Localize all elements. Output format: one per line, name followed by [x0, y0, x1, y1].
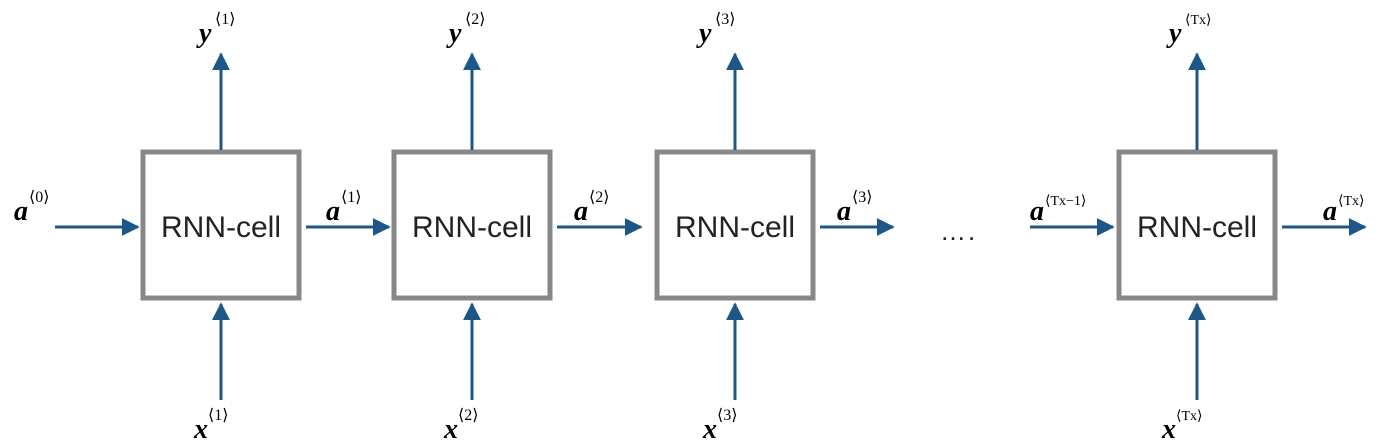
svg-text:y: y	[196, 18, 212, 49]
svg-text:a: a	[326, 196, 340, 227]
input-label-xTx: x ⟨Tx⟩	[1161, 409, 1202, 445]
rnn-cell-4: RNN-cell	[1116, 149, 1278, 301]
activation-label-aTx: a ⟨Tx⟩	[1323, 194, 1364, 227]
svg-text:⟨Tx−1⟩: ⟨Tx−1⟩	[1045, 194, 1086, 209]
svg-text:a: a	[574, 196, 588, 227]
svg-text:a: a	[1030, 196, 1044, 227]
activation-label-a1: a ⟨1⟩	[326, 189, 361, 227]
svg-text:⟨3⟩: ⟨3⟩	[852, 189, 872, 206]
input-label-x1: x ⟨1⟩	[193, 407, 228, 445]
output-label-y3: y ⟨3⟩	[696, 11, 735, 49]
output-label-y1: y ⟨1⟩	[196, 11, 235, 49]
activation-label-a2: a ⟨2⟩	[574, 189, 609, 227]
svg-text:a: a	[1323, 196, 1337, 227]
svg-text:⟨3⟩: ⟨3⟩	[715, 11, 735, 28]
rnn-cell-1: RNN-cell	[140, 149, 302, 301]
svg-text:y: y	[1166, 18, 1182, 49]
svg-text:⟨1⟩: ⟨1⟩	[208, 407, 228, 424]
svg-text:⟨1⟩: ⟨1⟩	[341, 189, 361, 206]
input-label-x3: x ⟨3⟩	[702, 407, 737, 445]
activation-label-aTx-1: a ⟨Tx−1⟩	[1030, 194, 1086, 227]
svg-text:x: x	[1161, 414, 1176, 445]
activation-label-a3: a ⟨3⟩	[837, 189, 872, 227]
svg-text:⟨1⟩: ⟨1⟩	[215, 11, 235, 28]
output-label-yTx: y ⟨Tx⟩	[1166, 13, 1211, 49]
rnn-cell-3: RNN-cell	[654, 149, 816, 301]
svg-text:⟨3⟩: ⟨3⟩	[717, 407, 737, 424]
svg-text:x: x	[193, 414, 208, 445]
svg-text:a: a	[14, 196, 28, 227]
rnn-cell-2: RNN-cell	[391, 149, 553, 301]
svg-text:y: y	[696, 18, 712, 49]
svg-text:y: y	[446, 18, 462, 49]
input-label-x2: x ⟨2⟩	[443, 407, 478, 445]
svg-text:⟨Tx⟩: ⟨Tx⟩	[1176, 409, 1202, 424]
svg-text:⟨2⟩: ⟨2⟩	[589, 189, 609, 206]
svg-text:a: a	[837, 196, 851, 227]
rnn-cell-label: RNN-cell	[1137, 211, 1257, 244]
rnn-cell-label: RNN-cell	[412, 211, 532, 244]
svg-text:x: x	[443, 414, 458, 445]
svg-text:⟨Tx⟩: ⟨Tx⟩	[1338, 194, 1364, 209]
output-label-y2: y ⟨2⟩	[446, 11, 485, 49]
svg-text:⟨2⟩: ⟨2⟩	[458, 407, 478, 424]
ellipsis: ….	[940, 216, 977, 246]
svg-text:⟨0⟩: ⟨0⟩	[29, 189, 49, 206]
svg-text:⟨2⟩: ⟨2⟩	[465, 11, 485, 28]
rnn-cell-label: RNN-cell	[675, 211, 795, 244]
svg-text:⟨Tx⟩: ⟨Tx⟩	[1185, 13, 1211, 28]
activation-label-a0: a ⟨0⟩	[14, 189, 49, 227]
rnn-cell-label: RNN-cell	[161, 211, 281, 244]
svg-text:x: x	[702, 414, 717, 445]
